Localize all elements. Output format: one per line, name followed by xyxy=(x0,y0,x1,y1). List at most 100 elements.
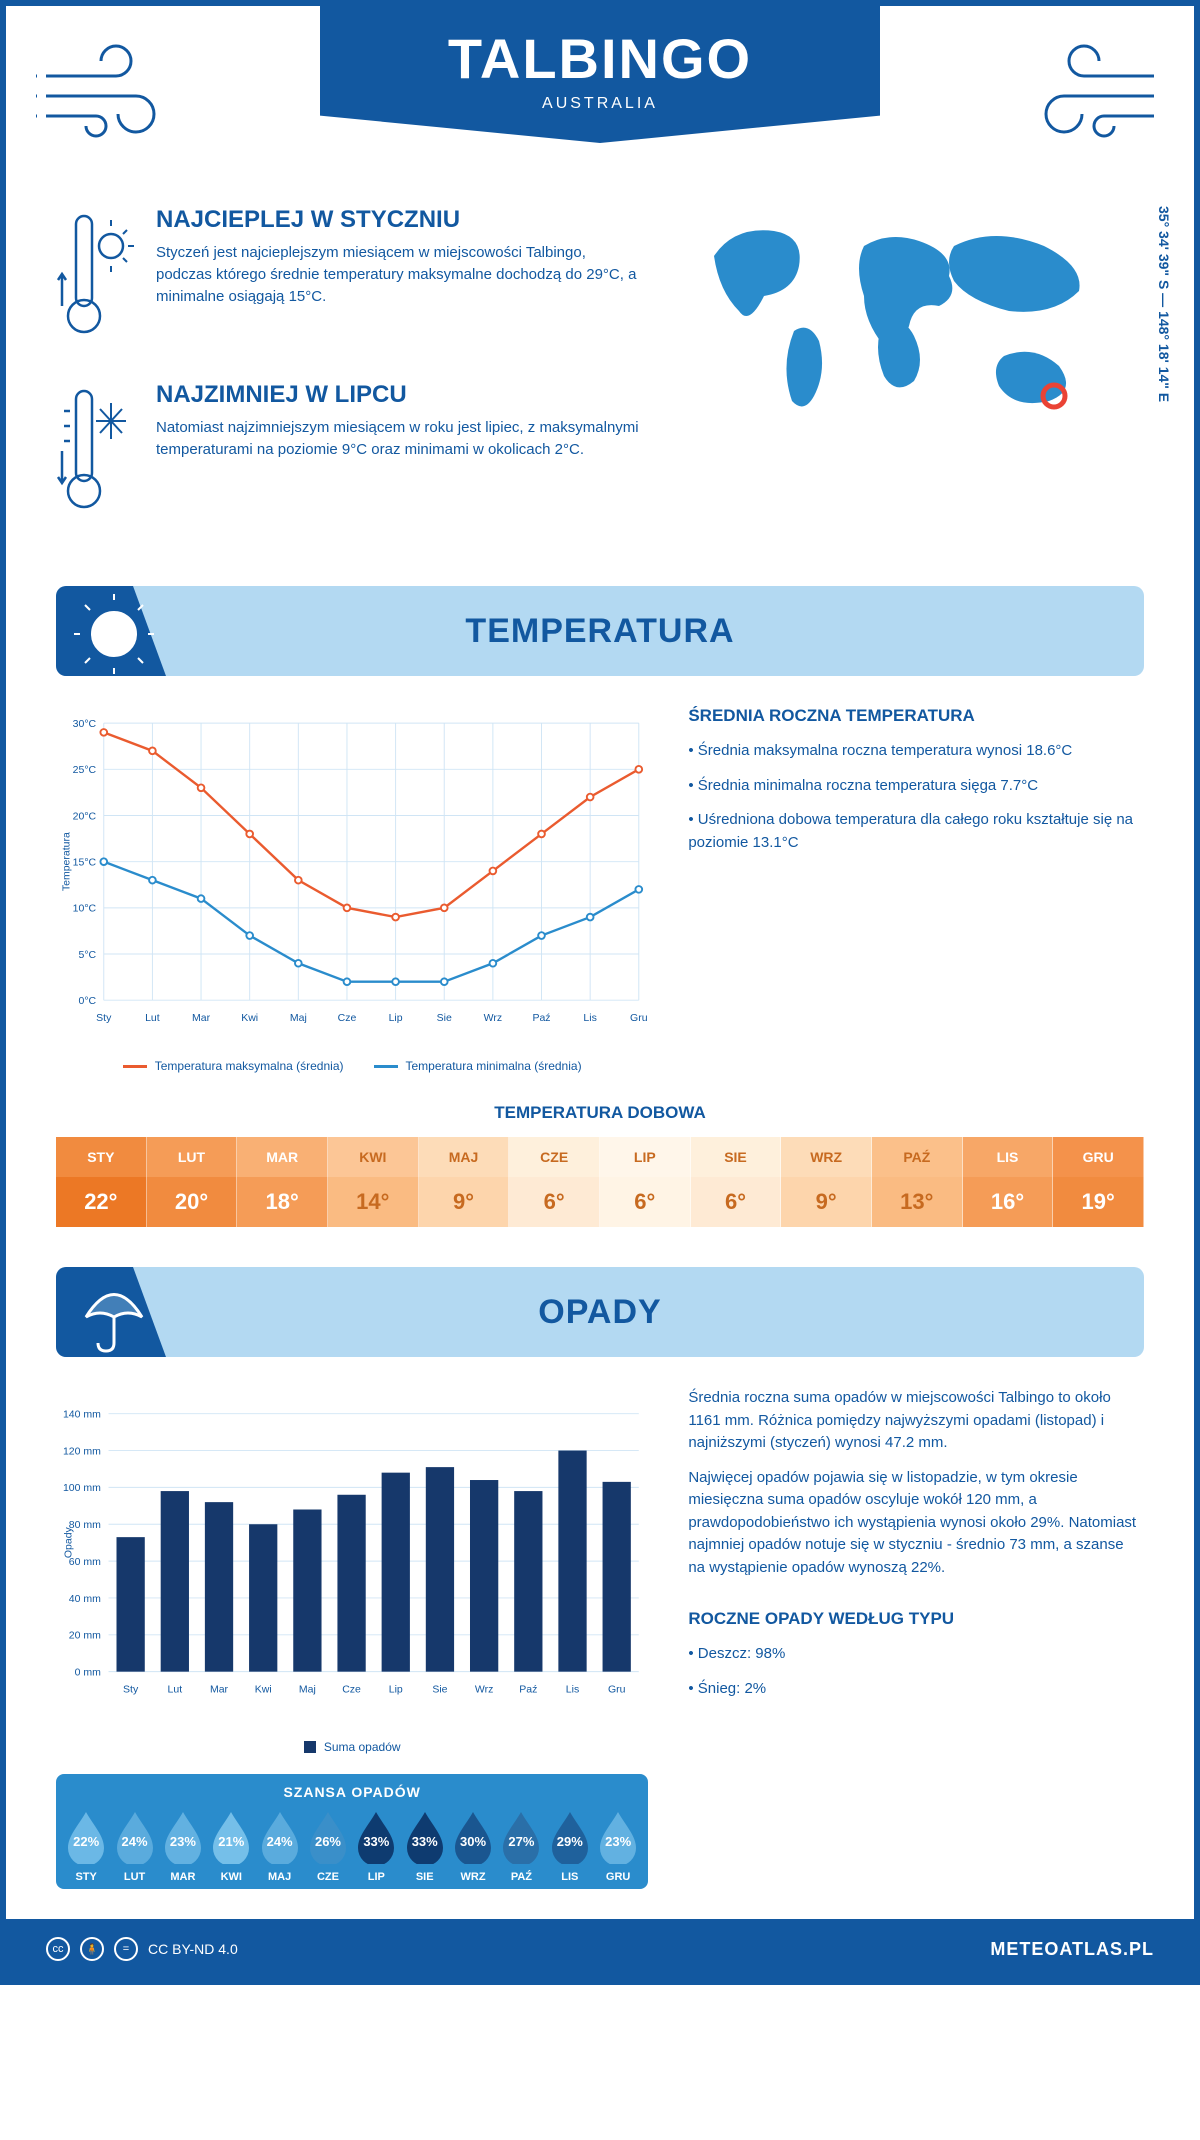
svg-text:100 mm: 100 mm xyxy=(63,1482,101,1494)
hot-text: Styczeń jest najcieplejszym miesiącem w … xyxy=(156,242,644,307)
svg-text:Mar: Mar xyxy=(210,1684,229,1696)
rain-chance-pct: 21% xyxy=(218,1834,244,1849)
temp-stat-2: Średnia minimalna roczna temperatura się… xyxy=(688,775,1144,798)
rain-chance-month: KWI xyxy=(209,1871,253,1883)
rain-chance-pct: 23% xyxy=(605,1834,631,1849)
svg-text:Sie: Sie xyxy=(432,1684,447,1696)
hot-title: NAJCIEPLEJ W STYCZNIU xyxy=(156,206,644,234)
rain-chance-month: LIP xyxy=(354,1871,398,1883)
rain-chance-month: PAŹ xyxy=(499,1871,543,1883)
rain-chance-month: SIE xyxy=(403,1871,447,1883)
rain-chance-drop: 29% LIS xyxy=(548,1808,592,1883)
world-map-block: 35° 34' 39" S — 148° 18' 14" E xyxy=(684,206,1144,556)
temp-table-value: 13° xyxy=(872,1177,963,1227)
svg-text:Lut: Lut xyxy=(145,1012,160,1024)
rain-chance-month: LIS xyxy=(548,1871,592,1883)
rain-para-1: Średnia roczna suma opadów w miejscowośc… xyxy=(688,1387,1144,1455)
rain-chance-panel: SZANSA OPADÓW 22% STY 24% LUT 23% MAR 21… xyxy=(56,1774,648,1889)
daily-temp-heading: TEMPERATURA DOBOWA xyxy=(56,1103,1144,1123)
svg-text:15°C: 15°C xyxy=(73,856,97,868)
svg-text:Lis: Lis xyxy=(583,1012,596,1024)
rain-chance-month: LUT xyxy=(112,1871,156,1883)
temperature-chart: 0°C5°C10°C15°C20°C25°C30°CStyLutMarKwiMa… xyxy=(56,706,648,1073)
svg-text:Cze: Cze xyxy=(338,1012,357,1024)
svg-text:Paź: Paź xyxy=(532,1012,550,1024)
rain-chance-drop: 22% STY xyxy=(64,1808,108,1883)
temp-table-value: 16° xyxy=(963,1177,1054,1227)
rain-type-2: Śnieg: 2% xyxy=(688,1678,1144,1701)
svg-text:Temperatura: Temperatura xyxy=(60,832,72,891)
page-header: TALBINGO AUSTRALIA xyxy=(6,6,1194,196)
temperature-legend: Temperatura maksymalna (średnia) Tempera… xyxy=(56,1059,648,1073)
svg-text:Maj: Maj xyxy=(299,1684,316,1696)
temp-table-head: LUT xyxy=(147,1137,238,1177)
temp-table-value: 6° xyxy=(600,1177,691,1227)
thermometer-hot-icon xyxy=(56,206,136,351)
svg-text:40 mm: 40 mm xyxy=(69,1593,101,1605)
legend-max: Temperatura maksymalna (średnia) xyxy=(155,1059,344,1073)
rain-chance-pct: 23% xyxy=(170,1834,196,1849)
brand-text: METEOATLAS.PL xyxy=(990,1939,1154,1960)
temp-table-value: 18° xyxy=(237,1177,328,1227)
rain-chance-month: MAR xyxy=(161,1871,205,1883)
svg-text:Lis: Lis xyxy=(566,1684,579,1696)
temp-table-value: 14° xyxy=(328,1177,419,1227)
svg-text:20 mm: 20 mm xyxy=(69,1630,101,1642)
temp-table-head: PAŹ xyxy=(872,1137,963,1177)
precipitation-section-header: OPADY xyxy=(56,1267,1144,1357)
temp-table-value: 9° xyxy=(781,1177,872,1227)
rain-chance-pct: 29% xyxy=(557,1834,583,1849)
svg-text:Cze: Cze xyxy=(342,1684,361,1696)
rain-type-heading: ROCZNE OPADY WEDŁUG TYPU xyxy=(688,1609,1144,1629)
cc-icon: cc xyxy=(46,1937,70,1961)
svg-text:Wrz: Wrz xyxy=(484,1012,502,1024)
svg-text:20°C: 20°C xyxy=(73,810,97,822)
cold-month-block: NAJZIMNIEJ W LIPCU Natomiast najzimniejs… xyxy=(56,381,644,526)
rain-para-2: Najwięcej opadów pojawia się w listopadz… xyxy=(688,1467,1144,1580)
temp-table-value: 9° xyxy=(419,1177,510,1227)
temp-table-head: MAR xyxy=(237,1137,328,1177)
rain-chance-pct: 33% xyxy=(412,1834,438,1849)
temp-table-head: LIP xyxy=(600,1137,691,1177)
rain-chance-drop: 24% MAJ xyxy=(257,1808,301,1883)
rain-legend: Suma opadów xyxy=(324,1740,401,1754)
title-ribbon: TALBINGO AUSTRALIA xyxy=(320,6,880,143)
temp-stat-1: Średnia maksymalna roczna temperatura wy… xyxy=(688,740,1144,763)
svg-text:0°C: 0°C xyxy=(79,995,97,1007)
svg-text:5°C: 5°C xyxy=(79,949,97,961)
temp-table-head: GRU xyxy=(1053,1137,1144,1177)
svg-text:120 mm: 120 mm xyxy=(63,1445,101,1457)
rain-chance-pct: 27% xyxy=(508,1834,534,1849)
temp-table-value: 19° xyxy=(1053,1177,1144,1227)
svg-text:Lip: Lip xyxy=(389,1012,403,1024)
rain-chance-drop: 33% LIP xyxy=(354,1808,398,1883)
svg-text:Gru: Gru xyxy=(630,1012,648,1024)
temp-table-value: 6° xyxy=(691,1177,782,1227)
rain-chance-month: GRU xyxy=(596,1871,640,1883)
wind-icon-right xyxy=(1014,36,1164,146)
rain-chance-pct: 26% xyxy=(315,1834,341,1849)
temp-table-head: CZE xyxy=(509,1137,600,1177)
svg-text:Kwi: Kwi xyxy=(241,1012,258,1024)
temp-table-head: WRZ xyxy=(781,1137,872,1177)
rain-chance-heading: SZANSA OPADÓW xyxy=(56,1784,648,1800)
svg-text:Paź: Paź xyxy=(519,1684,537,1696)
page-subtitle: AUSTRALIA xyxy=(400,95,800,113)
temp-table-head: SIE xyxy=(691,1137,782,1177)
rain-chance-drop: 33% SIE xyxy=(403,1808,447,1883)
svg-text:Maj: Maj xyxy=(290,1012,307,1024)
rain-chance-month: STY xyxy=(64,1871,108,1883)
precipitation-chart: 0 mm20 mm40 mm60 mm80 mm100 mm120 mm140 … xyxy=(56,1387,648,1889)
svg-text:Opady: Opady xyxy=(62,1526,74,1558)
svg-text:0 mm: 0 mm xyxy=(75,1666,102,1678)
svg-text:Kwi: Kwi xyxy=(255,1684,272,1696)
rain-chance-pct: 24% xyxy=(267,1834,293,1849)
rain-type-1: Deszcz: 98% xyxy=(688,1643,1144,1666)
svg-text:25°C: 25°C xyxy=(73,764,97,776)
rain-chance-drop: 26% CZE xyxy=(306,1808,350,1883)
temp-table-value: 6° xyxy=(509,1177,600,1227)
wind-icon-left xyxy=(36,36,186,146)
temp-table-head: LIS xyxy=(963,1137,1054,1177)
svg-text:Gru: Gru xyxy=(608,1684,626,1696)
precipitation-heading: OPADY xyxy=(538,1293,661,1332)
